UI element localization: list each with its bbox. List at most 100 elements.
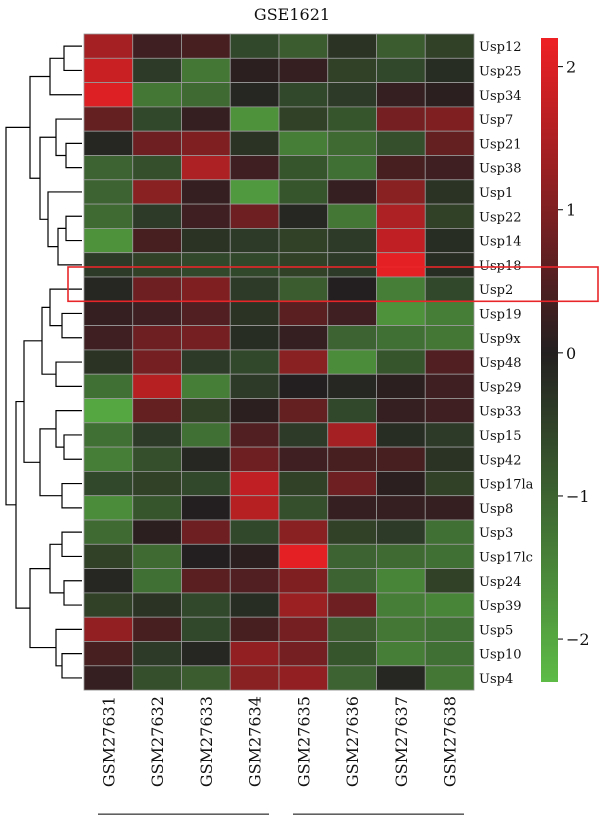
cell-usp17la-gsm27633 — [181, 470, 231, 497]
cell-usp19-gsm27632 — [132, 300, 182, 326]
cell-usp25-gsm27631 — [83, 57, 134, 83]
colorbar-tick-label: 2 — [566, 58, 576, 77]
cell-usp42-gsm27638 — [424, 446, 475, 472]
row-label-usp39: Usp39 — [479, 599, 522, 614]
row-label-usp33: Usp33 — [479, 405, 522, 420]
cell-usp17la-gsm27637 — [376, 470, 426, 497]
cell-usp48-gsm27637 — [376, 349, 426, 375]
cell-usp25-gsm27633 — [181, 57, 231, 83]
cell-usp21-gsm27637 — [376, 130, 426, 156]
cell-usp21-gsm27634 — [229, 130, 280, 156]
cell-usp18-gsm27638 — [424, 252, 475, 278]
cell-usp17la-gsm27631 — [83, 470, 134, 497]
cell-usp1-gsm27632 — [132, 179, 182, 205]
cell-usp5-gsm27637 — [376, 616, 426, 642]
dendrogram-branch — [5, 126, 30, 506]
row-label-usp42: Usp42 — [479, 453, 522, 468]
row-label-usp8: Usp8 — [479, 502, 513, 517]
cell-usp3-gsm27633 — [181, 519, 231, 545]
cell-usp39-gsm27635 — [278, 592, 329, 618]
cell-usp18-gsm27631 — [83, 252, 134, 278]
cell-usp7-gsm27636 — [327, 106, 377, 132]
cell-usp10-gsm27634 — [229, 641, 280, 667]
row-label-usp9x: Usp9x — [479, 332, 521, 347]
cell-usp22-gsm27636 — [327, 203, 377, 229]
row-label-usp21: Usp21 — [479, 137, 522, 152]
cell-usp29-gsm27631 — [83, 373, 134, 399]
row-label-usp3: Usp3 — [479, 526, 513, 541]
cell-usp8-gsm27636 — [327, 495, 377, 521]
cell-usp42-gsm27632 — [132, 446, 182, 472]
cell-usp5-gsm27638 — [424, 616, 475, 642]
row-label-usp10: Usp10 — [479, 648, 522, 663]
cell-usp24-gsm27636 — [327, 568, 377, 594]
cell-usp14-gsm27636 — [327, 227, 377, 254]
cell-usp7-gsm27632 — [132, 106, 182, 132]
cell-usp14-gsm27638 — [424, 227, 475, 254]
cell-usp33-gsm27636 — [327, 398, 377, 424]
cell-usp5-gsm27631 — [83, 616, 134, 642]
cell-usp7-gsm27634 — [229, 106, 280, 132]
cell-usp5-gsm27636 — [327, 616, 377, 642]
cell-usp22-gsm27632 — [132, 203, 182, 229]
cell-usp15-gsm27633 — [181, 422, 231, 448]
colorbar-gradient — [541, 38, 558, 682]
cell-usp38-gsm27634 — [229, 155, 280, 181]
cell-usp9x-gsm27636 — [327, 325, 377, 351]
cell-usp39-gsm27638 — [424, 592, 475, 618]
cell-usp21-gsm27632 — [132, 130, 182, 156]
cell-usp34-gsm27637 — [376, 82, 426, 108]
cell-usp2-gsm27631 — [83, 276, 134, 302]
cell-usp4-gsm27635 — [278, 665, 329, 691]
cell-usp33-gsm27631 — [83, 398, 134, 424]
cell-usp10-gsm27633 — [181, 641, 231, 667]
cell-usp18-gsm27633 — [181, 252, 231, 278]
dendrogram-branch — [65, 142, 82, 169]
cell-usp2-gsm27637 — [376, 276, 426, 302]
dendrogram-branch — [23, 340, 42, 463]
cell-usp22-gsm27634 — [229, 203, 280, 229]
cell-usp4-gsm27638 — [424, 665, 475, 691]
cell-usp42-gsm27634 — [229, 446, 280, 472]
cell-usp48-gsm27638 — [424, 349, 475, 375]
cell-usp24-gsm27635 — [278, 568, 329, 594]
dendrogram-branch — [15, 400, 30, 609]
cell-usp1-gsm27638 — [424, 179, 475, 205]
cell-usp9x-gsm27632 — [132, 325, 182, 351]
cell-usp17la-gsm27635 — [278, 470, 329, 497]
cell-usp34-gsm27636 — [327, 82, 377, 108]
cell-usp14-gsm27633 — [181, 227, 231, 254]
row-label-usp34: Usp34 — [479, 89, 522, 104]
cell-usp29-gsm27637 — [376, 373, 426, 399]
row-label-usp5: Usp5 — [479, 623, 513, 638]
cell-usp19-gsm27635 — [278, 300, 329, 326]
cell-usp18-gsm27634 — [229, 252, 280, 278]
cell-usp12-gsm27634 — [229, 33, 280, 59]
cell-usp29-gsm27634 — [229, 373, 280, 399]
cell-usp19-gsm27631 — [83, 300, 134, 326]
cell-usp9x-gsm27633 — [181, 325, 231, 351]
row-label-usp38: Usp38 — [479, 162, 522, 177]
cell-usp25-gsm27632 — [132, 57, 182, 83]
cell-usp1-gsm27636 — [327, 179, 377, 205]
cell-usp33-gsm27632 — [132, 398, 182, 424]
cell-usp14-gsm27637 — [376, 227, 426, 254]
cell-usp8-gsm27634 — [229, 495, 280, 521]
cell-usp38-gsm27636 — [327, 155, 377, 181]
cell-usp24-gsm27638 — [424, 568, 475, 594]
cell-usp18-gsm27636 — [327, 252, 377, 278]
dendrogram-branch — [55, 361, 82, 387]
cell-usp48-gsm27636 — [327, 349, 377, 375]
cell-usp10-gsm27631 — [83, 641, 134, 667]
column-label-gsm27631: GSM27631 — [99, 696, 118, 787]
column-label-gsm27633: GSM27633 — [197, 696, 216, 787]
cell-usp15-gsm27636 — [327, 422, 377, 448]
column-label-gsm27638: GSM27638 — [441, 696, 460, 787]
cell-usp17lc-gsm27635 — [278, 543, 329, 569]
cell-usp1-gsm27631 — [83, 179, 134, 205]
row-label-usp29: Usp29 — [479, 380, 522, 395]
row-dendrogram — [5, 45, 82, 679]
cell-usp39-gsm27634 — [229, 592, 280, 618]
cell-usp33-gsm27633 — [181, 398, 231, 424]
cell-usp7-gsm27635 — [278, 106, 329, 132]
